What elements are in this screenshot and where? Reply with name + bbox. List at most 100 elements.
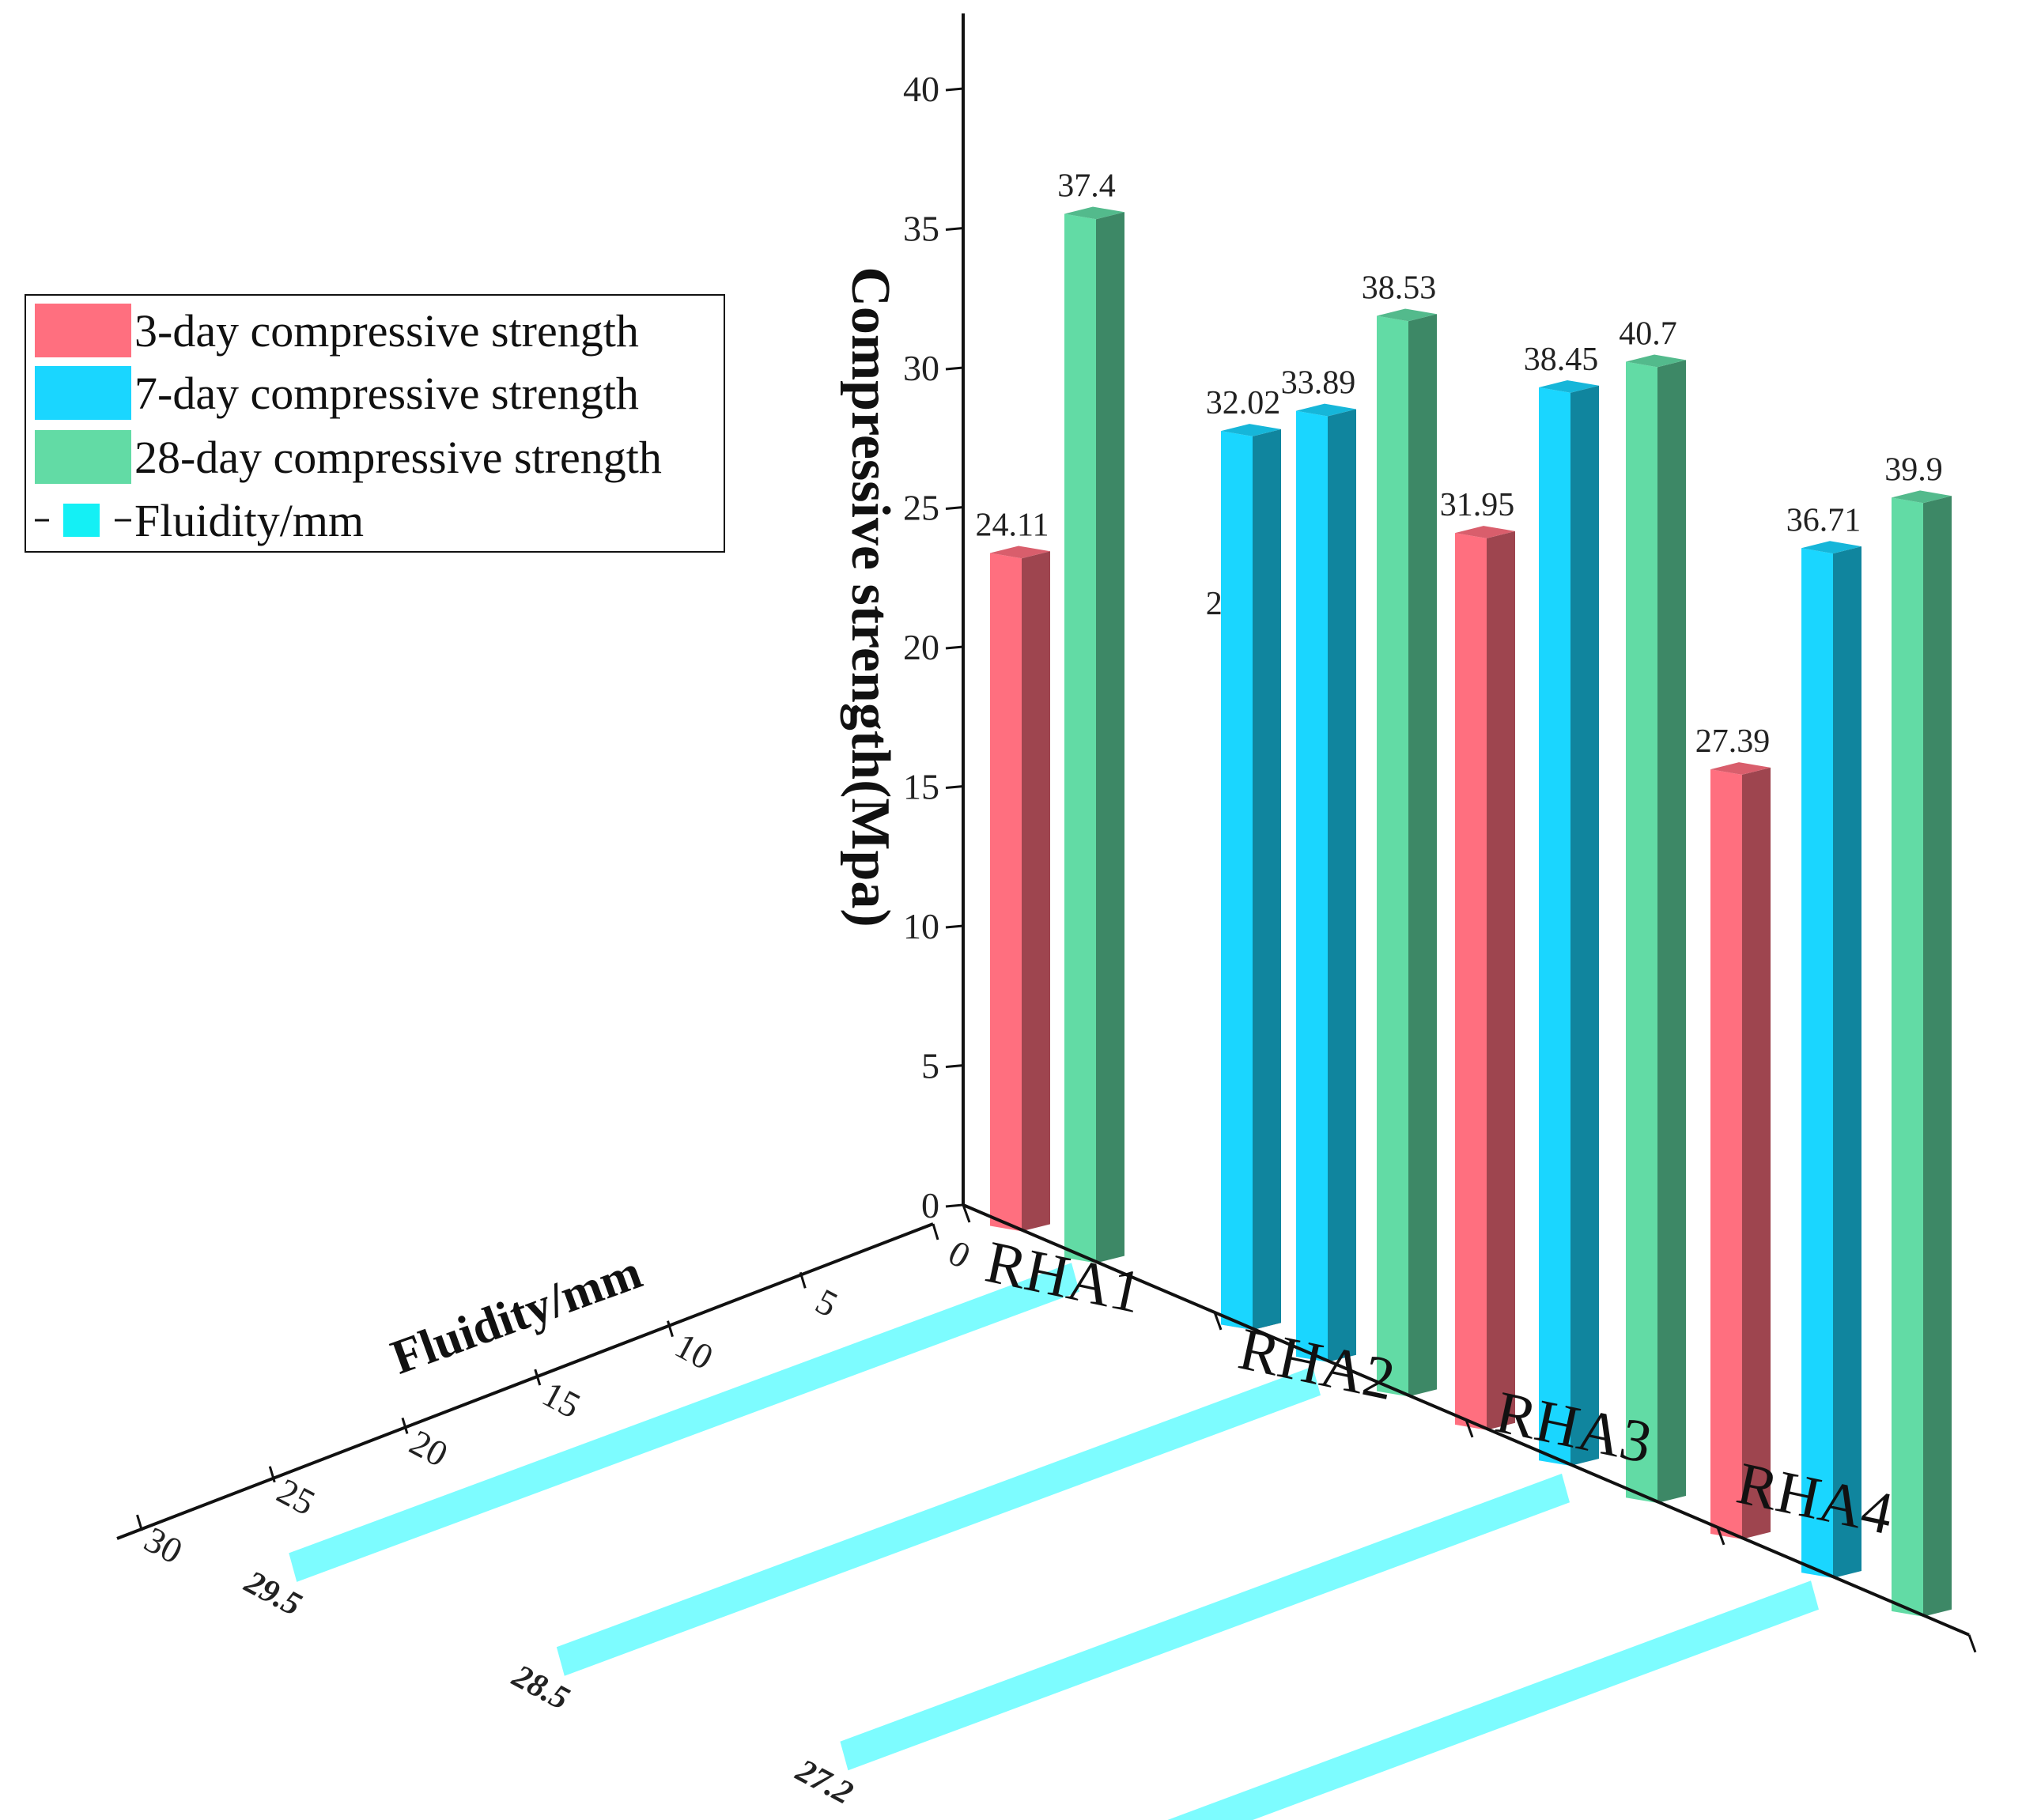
bar-3-day-RHA3: 31.95 xyxy=(1440,487,1515,1430)
bar-top-face xyxy=(1064,206,1124,220)
bar-front-face xyxy=(1801,548,1833,1578)
bar-7-day-RHA3: 38.45 xyxy=(1524,342,1599,1467)
bar-front-face xyxy=(1539,387,1570,1467)
bar-side-face xyxy=(1923,496,1952,1617)
bar-value-label: 38.45 xyxy=(1524,342,1599,378)
x-tick xyxy=(1967,1634,1977,1653)
x-tick xyxy=(1716,1527,1725,1546)
bar-28-day-RHA1: 37.4 xyxy=(1057,168,1124,1263)
bar-value-label: 37.4 xyxy=(1057,168,1116,205)
bar-top-face xyxy=(1801,541,1861,554)
compressive-bars-layer: 24.1137.424.8332.0233.8938.5331.9538.454… xyxy=(976,168,1952,1617)
fluidity-bar-RHA3 xyxy=(840,1473,1570,1771)
y-tick xyxy=(945,1203,964,1208)
bar-top-face xyxy=(1455,526,1515,538)
bar-top-face xyxy=(1626,354,1686,368)
y-tick xyxy=(945,785,964,789)
y-tick xyxy=(945,87,964,92)
bar-value-label: 31.95 xyxy=(1440,487,1515,523)
y-tick-label: 10 xyxy=(903,906,939,946)
legend-swatch-4 xyxy=(63,504,100,537)
fluidity-tick-label: 20 xyxy=(403,1422,455,1475)
bar-top-face xyxy=(1710,762,1771,775)
fluidity-axis-line xyxy=(116,1222,934,1540)
bar-side-face xyxy=(1096,212,1124,1263)
bar-28-day-RHA2: 38.53 xyxy=(1362,270,1437,1397)
fluidity-bar-RHA1 xyxy=(289,1263,1079,1582)
bar-front-face xyxy=(1296,410,1328,1362)
fluidity-tick xyxy=(799,1271,807,1289)
legend-label: 3-day compressive strength xyxy=(134,305,639,357)
bar-front-face xyxy=(1377,315,1408,1397)
legend-swatch-1 xyxy=(35,304,131,357)
legend-box xyxy=(25,294,725,553)
y-tick-label: 0 xyxy=(921,1185,939,1225)
legend: 3-day compressive strength 7-day compress… xyxy=(25,294,725,553)
bar-value-label: 32.02 xyxy=(1206,385,1281,421)
y-tick xyxy=(945,366,964,371)
bar-side-face xyxy=(1253,429,1281,1331)
y-tick xyxy=(945,227,964,231)
bar-7-day-RHA1: 32.02 xyxy=(1206,385,1281,1331)
y-tick xyxy=(945,506,964,510)
bar-side-face xyxy=(1022,551,1050,1232)
bar-value-label: 39.9 xyxy=(1884,451,1943,488)
y-tick-label: 5 xyxy=(921,1046,939,1086)
bar-front-face xyxy=(1710,769,1742,1539)
fluidity-bar-RHA2 xyxy=(556,1366,1321,1676)
fluidity-tick-label: 15 xyxy=(536,1373,588,1426)
y-tick xyxy=(945,924,964,929)
fluidity-bar-RHA4 xyxy=(1167,1580,1819,1820)
y-tick-label: 25 xyxy=(903,488,939,528)
bar-value-label: 33.89 xyxy=(1281,365,1356,402)
y-tick xyxy=(945,1064,964,1068)
bar-side-face xyxy=(1570,385,1599,1467)
legend-swatch-2 xyxy=(35,366,131,420)
fluidity-tick-label: 0 xyxy=(942,1232,977,1276)
x-tick xyxy=(962,1204,971,1223)
bar-7-day-RHA2: 33.89 xyxy=(1281,365,1356,1362)
bar-value-label: 27.39 xyxy=(1695,723,1771,760)
bar-28-day-RHA3: 40.7 xyxy=(1619,316,1686,1504)
y-tick-label: 40 xyxy=(903,69,939,109)
bar-top-face xyxy=(990,546,1050,559)
fluidity-tick xyxy=(534,1369,542,1386)
x-tick xyxy=(1213,1312,1223,1331)
bar-value-label: 40.7 xyxy=(1619,316,1677,353)
fluidity-tick xyxy=(932,1223,939,1240)
fluidity-tick xyxy=(401,1417,409,1434)
fluidity-tick xyxy=(136,1514,143,1531)
bar-3-day-RHA1: 24.11 xyxy=(976,507,1050,1232)
bar-value-label: 38.53 xyxy=(1362,270,1437,306)
bar-28-day-RHA4: 39.9 xyxy=(1884,451,1952,1617)
fluidity-tick-label: 5 xyxy=(809,1281,844,1325)
y-tick xyxy=(945,645,964,650)
fluidity-bars-layer: 29.528.527.224.5 xyxy=(238,1263,1819,1820)
bar-side-face xyxy=(1833,546,1861,1578)
bar-value-label: 36.71 xyxy=(1786,502,1861,538)
bar-7-day-RHA4: 36.71 xyxy=(1786,502,1861,1578)
bar-front-face xyxy=(1064,213,1096,1263)
legend-label: 28-day compressive strength xyxy=(134,432,662,483)
bar-top-face xyxy=(1539,379,1599,393)
bar-side-face xyxy=(1657,360,1686,1504)
y-tick-label: 15 xyxy=(903,767,939,807)
bar-side-face xyxy=(1408,314,1437,1397)
fluidity-tick xyxy=(268,1466,276,1483)
y-axis-title: Compressive strength(Mpa) xyxy=(840,266,901,927)
fluidity-tick-label: 10 xyxy=(668,1325,720,1378)
legend-label: 7-day compressive strength xyxy=(134,368,639,419)
y-tick-label: 30 xyxy=(903,348,939,388)
bar-value-label: 24.11 xyxy=(976,507,1049,543)
bar-top-face xyxy=(1221,424,1281,436)
fluidity-tick xyxy=(667,1320,674,1338)
fluidity-tick-label: 25 xyxy=(270,1471,322,1524)
bar-side-face xyxy=(1487,531,1515,1430)
bar-side-face xyxy=(1742,767,1771,1539)
y-tick-label: 35 xyxy=(903,209,939,249)
bar-front-face xyxy=(1221,431,1253,1331)
bar-front-face xyxy=(1626,361,1657,1504)
bar-front-face xyxy=(1455,533,1487,1430)
